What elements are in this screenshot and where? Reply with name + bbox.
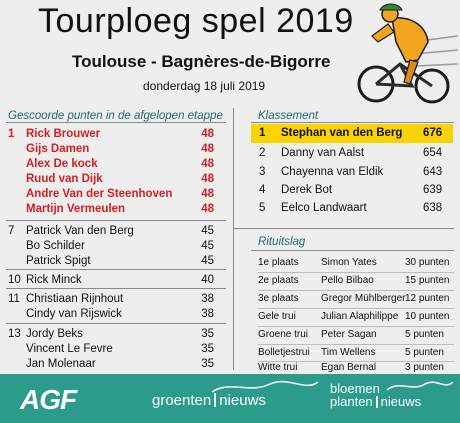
list-item: Alex De kock 48 [26, 158, 214, 170]
page-title: Tourploeg spel 2019 [38, 2, 354, 40]
list-item: Ruud van Dijk 48 [26, 173, 214, 185]
divider [258, 326, 454, 327]
divider [251, 122, 454, 123]
list-item: 5 Eelco Landwaart 638 [259, 202, 443, 214]
list-item: 2 Danny van Aalst 654 [259, 147, 443, 159]
list-item: 2e plaats Pello Bilbao 15 punten [258, 275, 450, 286]
list-item: Cindy van Rijswick 38 [26, 308, 214, 320]
groenten-nieuws-logo: groenten nieuws [152, 392, 266, 409]
divider [258, 308, 454, 309]
klassement-title: Klassement [258, 110, 319, 122]
divider [6, 323, 226, 324]
list-item: 11 Christiaan Rijnhout 38 [8, 293, 214, 305]
bloemen-planten-nieuws-logo: bloemen planten nieuws [330, 381, 422, 409]
divider [258, 290, 454, 291]
wave-icon [211, 380, 319, 393]
list-item: Bo Schilder 45 [26, 240, 214, 252]
list-item: Jan Molenaar 35 [26, 358, 214, 370]
list-item: Martijn Vermeulen 48 [26, 203, 214, 215]
divider [258, 344, 454, 345]
list-item: Andre Van der Steenhoven 48 [26, 188, 214, 200]
list-item: 3e plaats Gregor Mühlberger 12 punten [258, 293, 450, 304]
list-item: 13 Jordy Beks 35 [8, 328, 214, 340]
divider [258, 272, 454, 273]
list-item: Vincent Le Fevre 35 [26, 343, 214, 355]
list-item: 1 Rick Brouwer 48 [8, 128, 214, 140]
list-item: 1 Stephan van den Berg 676 [251, 124, 453, 143]
divider [251, 250, 454, 251]
divider [258, 361, 454, 362]
agf-logo: AGF [20, 384, 77, 415]
list-item: Groene trui Peter Sagan 5 punten [258, 329, 444, 340]
list-item: 7 Patrick Van den Berg 45 [8, 225, 214, 237]
list-item: 1e plaats Simon Yates 30 punten [258, 257, 450, 268]
divider [6, 269, 226, 270]
list-item: Patrick Spigt 45 [26, 255, 214, 267]
cyclist-illustration-icon [357, 3, 459, 104]
stage-points-title: Gescoorde punten in de afgelopen etappe [8, 110, 223, 122]
column-divider [233, 108, 234, 370]
list-item: 10 Rick Minck 40 [8, 274, 214, 286]
list-item: Witte trui Egan Bernal 3 punten [258, 362, 444, 373]
divider [6, 122, 226, 123]
divider [233, 228, 454, 229]
rituitslag-title: Rituitslag [258, 236, 306, 248]
list-item: Gijs Damen 48 [26, 143, 214, 155]
list-item: Bolletjestrui Tim Wellens 5 punten [258, 347, 444, 358]
stage-route: Toulouse - Bagnères-de-Bigorre [72, 52, 331, 71]
list-item: 3 Chayenna van Eldik 643 [259, 166, 443, 178]
list-item: 4 Derek Bot 639 [259, 184, 443, 196]
divider [6, 220, 226, 221]
divider [6, 288, 226, 289]
list-item: Gele trui Julian Alaphilippe 10 punten [258, 311, 450, 322]
footer-banner: AGF groenten nieuws bloemen planten nieuws [0, 374, 460, 423]
stage-date: donderdag 18 juli 2019 [143, 79, 266, 93]
wave-icon [386, 381, 454, 391]
